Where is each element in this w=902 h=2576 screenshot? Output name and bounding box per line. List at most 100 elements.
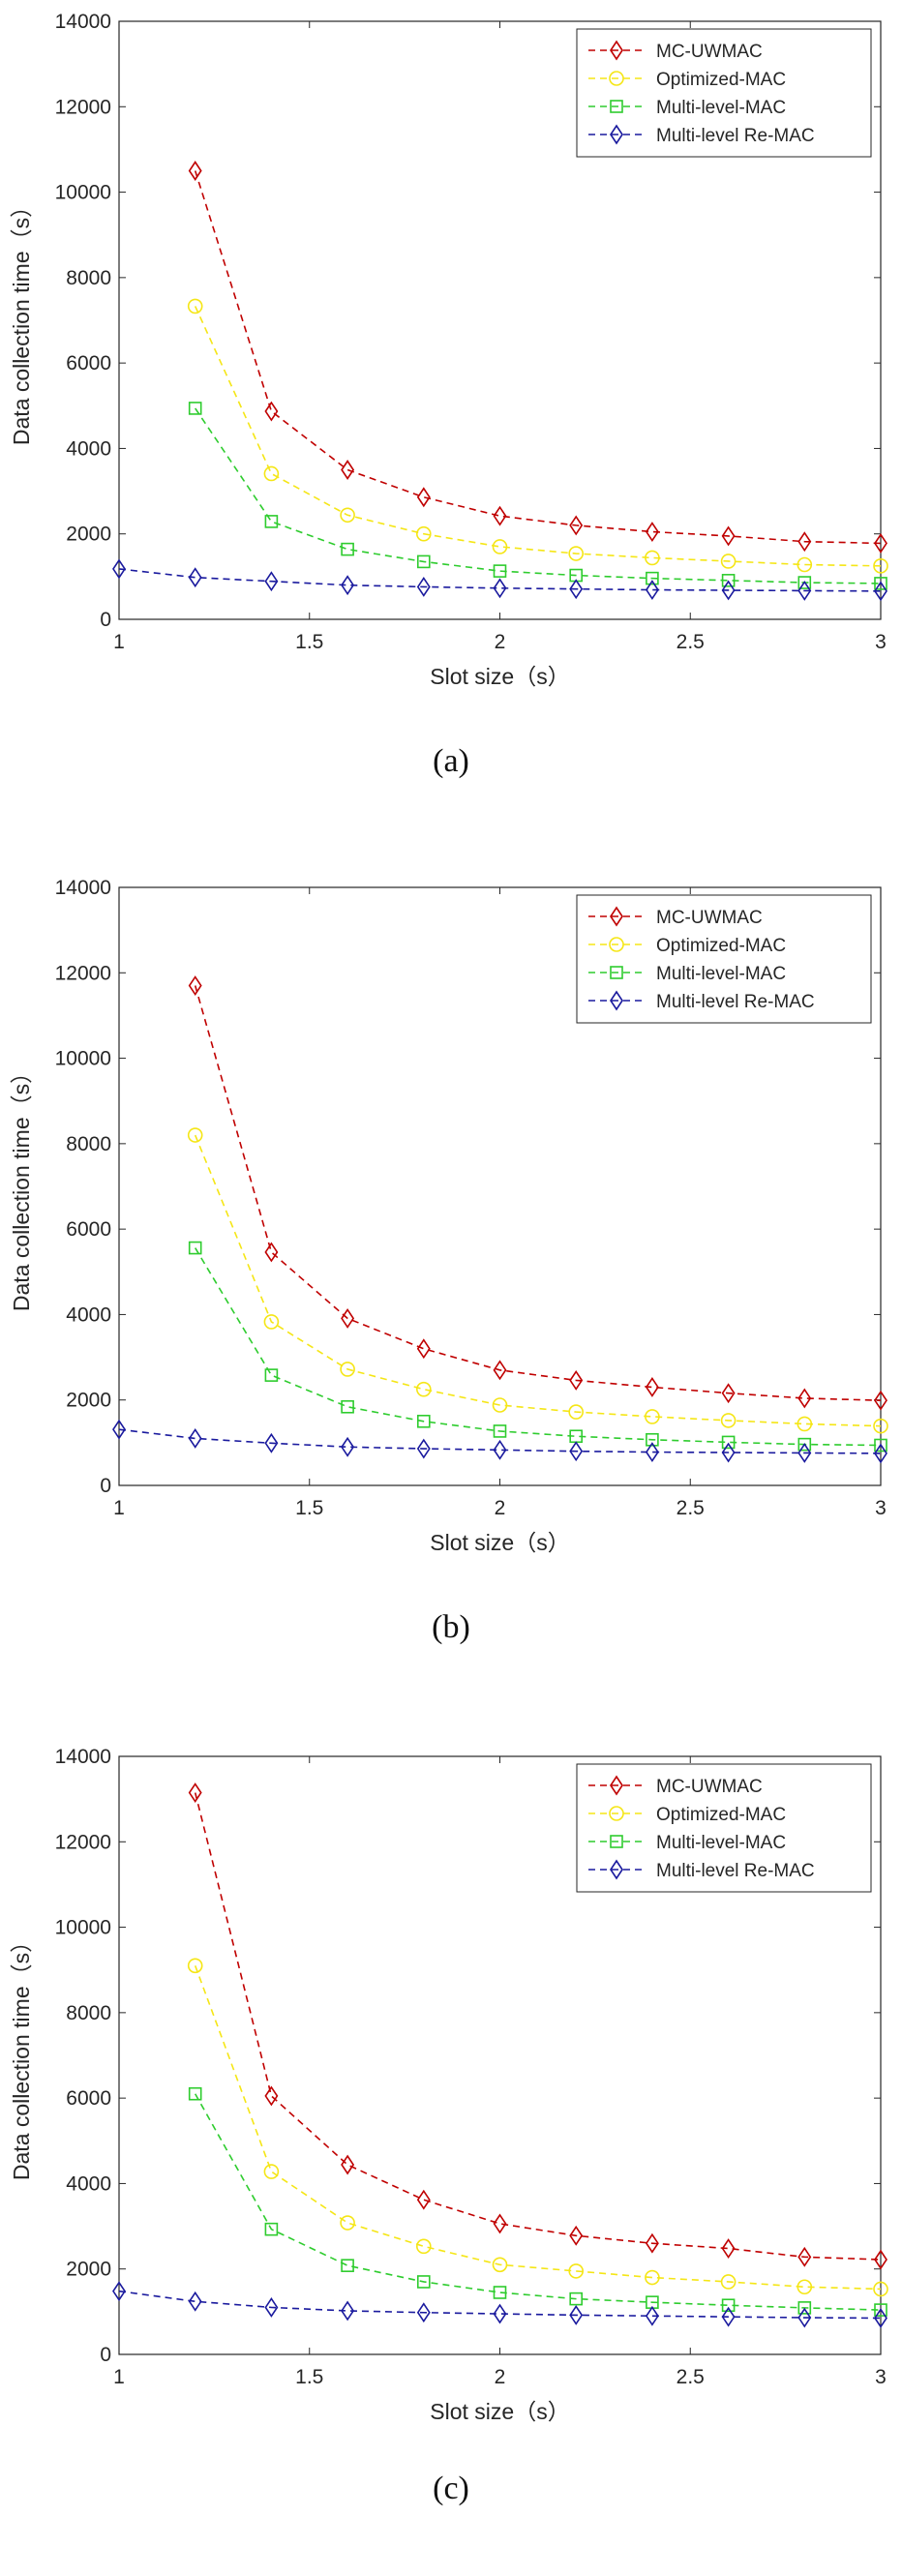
data-point-optimized-mac [873,558,888,574]
y-tick-label: 14000 [55,11,111,33]
data-point-multi-level-mac [188,1241,202,1255]
x-tick-label: 2.5 [676,2366,705,2388]
data-point-multi-level-mac [569,2291,584,2306]
data-point-mc-uwmac [416,2189,431,2210]
data-point-multi-level-re-mac [874,581,887,602]
data-point-multi-level-mac [264,2222,279,2236]
legend-marker [610,124,623,145]
data-point-optimized-mac [263,465,280,482]
y-axis-title: Data collection time（s） [9,1931,34,2180]
series-line-mc-uwmac [194,985,882,1401]
data-point-multi-level-re-mac [645,1442,659,1463]
y-tick-label: 0 [100,2344,111,2366]
data-point-multi-level-mac [493,2286,507,2299]
x-tick-label: 1 [113,631,125,653]
y-tick-label: 6000 [66,1218,111,1241]
data-point-optimized-mac [187,298,203,315]
y-tick-label: 8000 [66,1133,111,1155]
data-point-multi-level-mac [874,1438,887,1453]
y-tick-label: 10000 [55,1917,111,1939]
x-tick-label: 1 [113,1497,125,1519]
data-point-mc-uwmac [264,1242,279,1263]
y-tick-label: 14000 [55,1746,111,1768]
legend-marker [609,937,624,952]
data-point-multi-level-re-mac [721,2306,736,2327]
data-point-mc-uwmac [797,2246,812,2267]
data-point-multi-level-mac [341,2259,354,2272]
data-point-mc-uwmac [341,2154,355,2175]
data-point-multi-level-re-mac [493,578,507,599]
data-point-multi-level-re-mac [797,2307,812,2328]
data-point-multi-level-mac [188,2086,202,2101]
data-point-mc-uwmac [416,1338,431,1360]
data-point-mc-uwmac [416,487,431,508]
data-point-multi-level-re-mac [493,1439,507,1460]
series-line-optimized-mac [194,1965,882,2291]
series-line-multi-level-mac [195,1247,882,1447]
data-point-mc-uwmac [797,1388,812,1409]
x-tick-label: 1.5 [295,1497,323,1519]
data-point-multi-level-re-mac [493,2303,507,2324]
data-point-multi-level-mac [646,571,659,585]
y-tick-label: 6000 [66,2087,111,2110]
figure-caption-b: (b) [432,1609,470,1645]
y-tick-label: 14000 [55,877,111,899]
data-point-mc-uwmac [874,2249,887,2270]
x-tick-label: 2 [495,2366,506,2388]
data-point-multi-level-re-mac [112,2281,126,2302]
legend-label: Multi-level Re-MAC [656,126,815,146]
data-point-multi-level-re-mac [264,571,279,592]
x-tick-label: 2 [495,1497,506,1519]
legend-marker [610,100,623,113]
data-point-optimized-mac [415,1381,432,1397]
series-optimized-mac [187,298,888,574]
data-point-mc-uwmac [797,531,812,553]
data-point-optimized-mac [263,2164,280,2179]
legend-marker [610,966,623,979]
line-chart-a: 0 2000 4000 6000 8000 10000 12000 14000 1 1.5 2 2.5… [9,11,888,689]
legend-label: Multi-level Re-MAC [656,1861,815,1881]
legend-label: Optimized-MAC [656,1805,786,1825]
data-point-optimized-mac [720,2274,737,2290]
series-line-multi-level-mac [195,2093,882,2311]
series-line-optimized-mac [194,1134,882,1427]
y-tick-label: 4000 [66,1303,111,1326]
legend-label: MC-UWMAC [656,42,763,62]
data-point-multi-level-re-mac [645,2305,659,2326]
y-tick-label: 8000 [66,267,111,289]
data-point-multi-level-re-mac [874,2308,887,2328]
chart-panel-c: 0 2000 4000 6000 8000 10000 12000 14000 1 1.5 2 2.5… [0,1735,902,2576]
x-tick-label: 2 [495,631,506,653]
data-point-multi-level-mac [493,564,507,578]
data-point-mc-uwmac [493,505,507,526]
x-tick-label: 3 [875,2366,887,2388]
data-point-multi-level-re-mac [645,580,659,600]
data-point-optimized-mac [340,507,355,524]
data-point-mc-uwmac [721,1383,736,1404]
data-point-mc-uwmac [188,975,202,996]
data-point-mc-uwmac [493,2213,507,2234]
data-point-multi-level-mac [874,2303,887,2317]
data-point-optimized-mac [797,2279,813,2295]
legend: MC-UWMAC Optimized-MAC Multi-level-MAC Mult… [576,1763,872,1893]
data-point-multi-level-re-mac [341,1436,355,1457]
series-line-mc-uwmac [194,170,882,545]
figure-caption-c: (c) [433,2471,469,2506]
data-point-multi-level-re-mac [341,575,355,596]
series-multi-level-re-mac [112,558,887,602]
x-axis-title: Slot size（s） [430,1530,569,1555]
data-point-multi-level-re-mac [341,2300,355,2321]
legend-label: Optimized-MAC [656,70,786,90]
figure-caption-a: (a) [433,743,469,779]
data-point-multi-level-re-mac [569,2304,584,2325]
legend-marker [610,40,623,61]
data-point-optimized-mac [873,1418,888,1434]
legend-marker [610,1835,623,1848]
data-point-multi-level-re-mac [188,1428,202,1449]
data-point-optimized-mac [568,2263,585,2279]
data-point-multi-level-mac [493,1424,507,1438]
data-point-multi-level-mac [721,574,736,587]
data-point-mc-uwmac [188,1782,202,1803]
series-mc-uwmac [188,1782,887,2270]
x-tick-label: 2.5 [676,1497,705,1519]
